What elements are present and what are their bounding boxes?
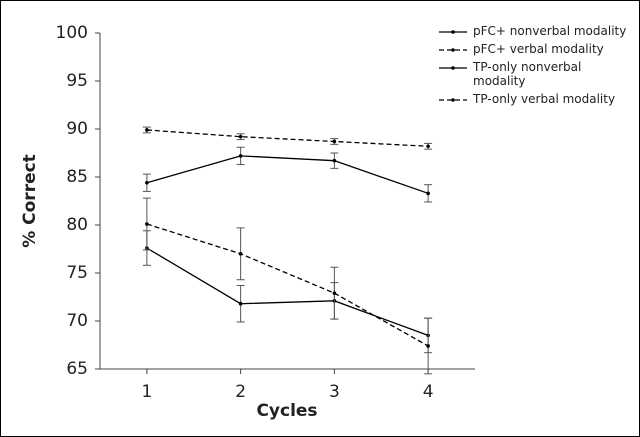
point — [145, 128, 149, 132]
point — [238, 154, 243, 158]
series-line — [146, 223, 429, 347]
x-tick-label: 4 — [423, 382, 434, 402]
point — [145, 180, 149, 185]
y-tick-label: 90 — [66, 119, 88, 139]
point — [426, 144, 430, 149]
legend-entry: pFC+ verbal modality — [437, 42, 637, 56]
legend-label: TP-only verbal modality — [473, 92, 616, 106]
x-axis-label: Cycles — [256, 401, 317, 421]
y-tick-label: 100 — [56, 23, 88, 43]
x-tick-label: 1 — [141, 382, 152, 402]
legend-label: pFC+ verbal modality — [473, 42, 604, 56]
y-tick-label: 70 — [66, 311, 88, 331]
legend-entry: TP-only verbal modality — [437, 92, 637, 106]
point — [238, 252, 243, 256]
y-tick-label: 80 — [66, 215, 88, 235]
legend-swatch — [439, 48, 467, 52]
legend-entry: TP-only nonverbal modality — [437, 60, 637, 88]
y-tick-label: 85 — [66, 167, 88, 187]
legend-marker — [451, 30, 455, 34]
legend-label: pFC+ nonverbal modality — [473, 24, 627, 38]
y-tick-label: 65 — [66, 359, 88, 379]
point — [426, 191, 430, 196]
series-line — [146, 247, 429, 337]
legend-swatch — [439, 66, 467, 70]
x-tick-label: 3 — [329, 382, 340, 402]
legend-entry: pFC+ nonverbal modality — [437, 24, 637, 38]
series-line — [146, 129, 429, 147]
y-tick-label: 95 — [66, 71, 88, 91]
x-tick-label: 2 — [235, 382, 246, 402]
point — [145, 222, 149, 226]
legend-marker — [451, 98, 455, 102]
point — [332, 291, 337, 295]
y-axis-label: % Correct — [20, 154, 40, 248]
y-tick-label: 75 — [66, 263, 88, 283]
point — [332, 139, 337, 144]
legend-marker — [451, 48, 455, 52]
point — [426, 344, 430, 348]
point — [238, 301, 243, 306]
legend: pFC+ nonverbal modality pFC+ verbal modal… — [437, 24, 637, 110]
point — [238, 134, 243, 139]
legend-swatch — [439, 98, 467, 102]
series-line — [146, 155, 429, 194]
legend-label: TP-only nonverbal modality — [473, 60, 582, 88]
legend-swatch — [439, 30, 467, 34]
legend-marker — [451, 66, 455, 70]
point — [332, 158, 337, 163]
